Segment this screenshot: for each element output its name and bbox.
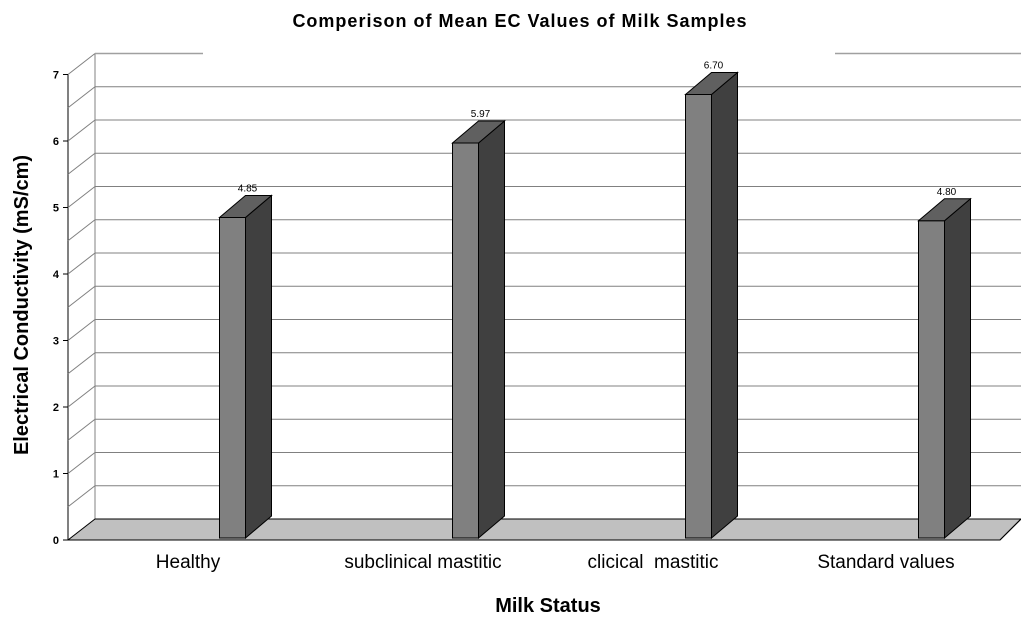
chart-title: Comperison of Mean EC Values of Milk Sam… [292, 11, 747, 31]
y-tick-label: 0 [53, 535, 59, 547]
y-axis-label: Electrical Conductivity (mS/cm) [11, 155, 33, 455]
bar [452, 142, 479, 539]
bars: 4.85 5.97 6.70 4.80 [218, 60, 972, 540]
gridline-diagonal [67, 452, 96, 474]
gridline-diagonal [67, 186, 96, 208]
gridline-diagonal [67, 152, 96, 175]
gridline-diagonal [67, 219, 96, 242]
y-tick-label: 1 [53, 469, 59, 481]
bar-side [245, 194, 272, 540]
y-tick-label: 5 [53, 203, 59, 215]
bar [219, 216, 246, 539]
back-wall [67, 52, 1021, 540]
x-tick-label: clicical mastitic [588, 552, 719, 573]
x-axis-ticks: Healthy subclinical mastitic clicical mast… [156, 552, 955, 573]
floor-plane [66, 518, 1021, 541]
bar [685, 93, 712, 539]
bar-top [917, 198, 972, 222]
bar [918, 220, 945, 539]
gridline-diagonal [67, 385, 96, 408]
bar-top [218, 194, 273, 218]
bar-top [451, 120, 506, 144]
bar-side [478, 119, 505, 540]
x-tick-label: Healthy [156, 552, 221, 573]
bar-side [711, 71, 738, 540]
grid-lines [67, 86, 1021, 508]
y-tick-label: 2 [53, 402, 59, 414]
gridline-diagonal [67, 352, 96, 375]
y-tick-label: 6 [53, 136, 59, 148]
data-label: 6.70 [704, 60, 724, 71]
gridline-diagonal [67, 319, 96, 341]
gridline-diagonal [67, 485, 96, 508]
gridline-diagonal [67, 119, 96, 142]
data-label: 4.80 [937, 187, 957, 198]
floor-right-edge [999, 518, 1021, 541]
x-axis-label: Milk Status [495, 595, 601, 617]
bar-side [944, 197, 971, 540]
x-tick-label: Standard values [817, 552, 954, 573]
gridline-diagonal [67, 86, 96, 109]
y-tick-label: 4 [53, 269, 60, 281]
y-tick-label: 7 [53, 70, 59, 82]
y-axis-ticks: 0 1 2 3 4 5 6 7 [53, 70, 68, 547]
gridline-diagonal [67, 418, 96, 441]
gridline-diagonal [67, 252, 96, 275]
gridline-diagonal [67, 285, 96, 308]
back-wall-top-diagonal [67, 53, 96, 75]
y-tick-label: 3 [53, 336, 59, 348]
data-label: 4.85 [238, 183, 258, 194]
bar-top [684, 71, 739, 95]
floor [66, 518, 1021, 541]
data-label: 5.97 [471, 109, 491, 120]
x-tick-label: subclinical mastitic [344, 552, 501, 573]
